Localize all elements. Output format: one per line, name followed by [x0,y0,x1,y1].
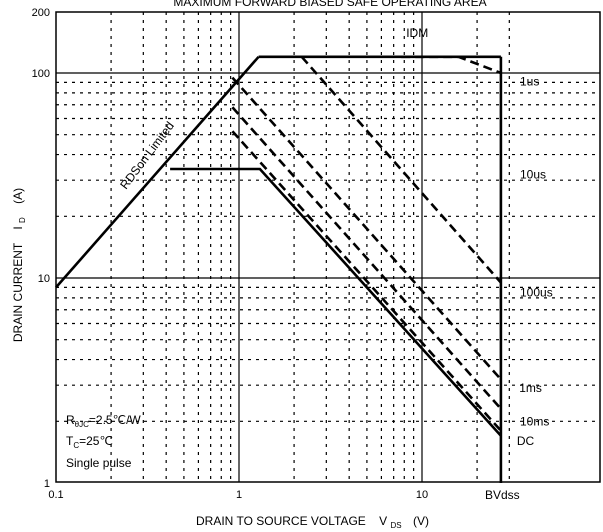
curve-label-dc: DC [517,434,535,448]
rthjc-annotation: RθJC=2.5℃/W [66,413,141,429]
grid-lines [56,12,600,482]
series-lines [55,55,503,483]
curve-labels: IDM 1us 10us 100us 1ms 10ms DC BVdss [406,26,552,502]
rdson-limited-label: RDSon Limited [117,119,177,192]
y-tick-label: 100 [32,68,50,80]
series-10us [300,55,502,284]
curve-label-10ms: 10ms [520,414,549,428]
series-dc [170,167,502,437]
series-1us [401,55,502,75]
chart-title: MAXIMUM FORWARD BIASED SAFE OPERATING AR… [173,0,486,9]
x-tick-label: 0.1 [48,489,63,501]
series-rdson-limited [55,55,260,289]
y-axis-label: DRAIN CURRENT I D (A) [11,188,28,342]
y-tick-label: 1 [44,478,50,490]
y-tick-label: 200 [32,7,50,19]
series-100us [231,76,502,381]
tc-annotation: TC=25℃ [66,434,113,450]
x-tick-label: 10 [416,489,428,501]
series-1ms [231,106,502,410]
curve-label-idm: IDM [406,26,428,40]
x-axis-label: DRAIN TO SOURCE VOLTAGE V DS (V) [196,514,429,531]
curve-label-1ms: 1ms [519,381,542,395]
curve-label-100us: 100us [520,285,553,299]
x-tick-label: 1 [236,489,242,501]
plot-frame [55,11,601,483]
y-tick-label: 10 [38,273,50,285]
curve-label-bvdss: BVdss [485,488,520,502]
single-pulse-annotation: Single pulse [66,456,132,470]
curve-label-10us: 10us [520,167,546,181]
curve-label-1us: 1us [520,74,539,88]
series-10ms [231,130,502,432]
